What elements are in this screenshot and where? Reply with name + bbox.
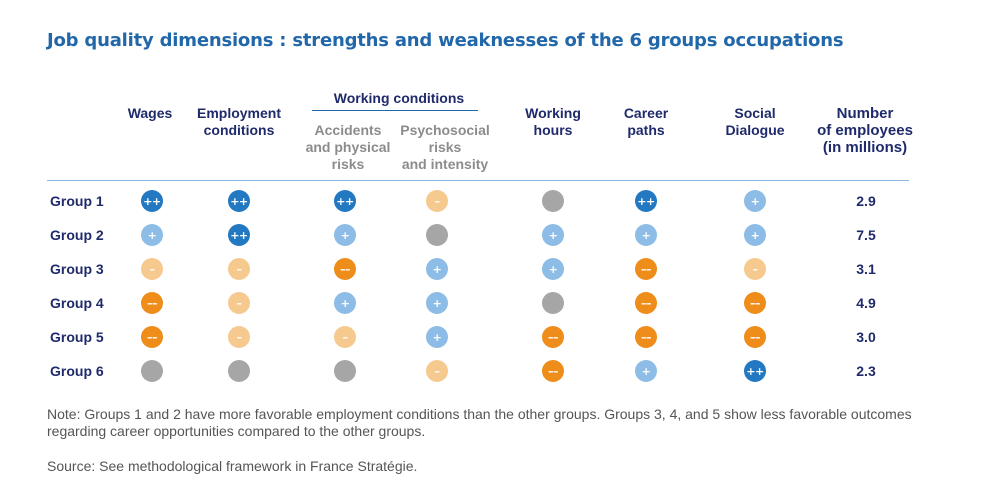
rating-dot-group-6-wages (141, 360, 163, 382)
header-employees-line-2: of employees (817, 122, 913, 139)
header-psychosocial-line-1: Psychosocial (400, 122, 490, 138)
rating-dot-group-1-psychosocial-risks-and-intensity: – (426, 190, 448, 212)
header-wages: Wages (128, 105, 173, 122)
header-career-paths: Career paths (624, 105, 668, 139)
rating-dot-group-4-social-dialogue: –– (744, 292, 766, 314)
row-label-group-6: Group 6 (50, 363, 104, 379)
rating-dot-group-4-career-paths: –– (635, 292, 657, 314)
header-social-dialogue: Social Dialogue (725, 105, 784, 139)
header-divider (47, 180, 909, 181)
rating-dot-group-2-accidents-and-physical-risks: + (334, 224, 356, 246)
rating-dot-group-5-career-paths: –– (635, 326, 657, 348)
row-label-group-3: Group 3 (50, 261, 104, 277)
working-conditions-underline (312, 110, 478, 111)
employees-value-group-2: 7.5 (856, 227, 876, 243)
header-working-hours-line-2: hours (533, 122, 573, 138)
rating-dot-group-5-psychosocial-risks-and-intensity: + (426, 326, 448, 348)
rating-dot-group-5-employment-conditions: – (228, 326, 250, 348)
rating-dot-group-4-accidents-and-physical-risks: + (334, 292, 356, 314)
rating-dot-group-6-social-dialogue: ++ (744, 360, 766, 382)
chart-title: Job quality dimensions : strengths and w… (47, 30, 844, 51)
rating-dot-group-5-accidents-and-physical-risks: – (334, 326, 356, 348)
header-accidents-line-3: risks (331, 156, 365, 172)
rating-dot-group-3-wages: – (141, 258, 163, 280)
header-social-line-1: Social (734, 105, 776, 121)
header-social-line-2: Dialogue (725, 122, 785, 138)
rating-dot-group-2-career-paths: + (635, 224, 657, 246)
header-accidents-physical-risks: Accidents and physical risks (306, 122, 391, 173)
rating-dot-group-5-wages: –– (141, 326, 163, 348)
rating-dot-group-4-psychosocial-risks-and-intensity: + (426, 292, 448, 314)
rating-dot-group-2-social-dialogue: + (744, 224, 766, 246)
rating-dot-group-4-working-hours (542, 292, 564, 314)
row-label-group-5: Group 5 (50, 329, 104, 345)
row-label-group-4: Group 4 (50, 295, 104, 311)
rating-dot-group-2-working-hours: + (542, 224, 564, 246)
rating-dot-group-3-working-hours: + (542, 258, 564, 280)
employees-value-group-5: 3.0 (856, 329, 876, 345)
rating-dot-group-6-accidents-and-physical-risks (334, 360, 356, 382)
header-career-line-1: Career (623, 105, 669, 121)
employees-value-group-4: 4.9 (856, 295, 876, 311)
row-label-group-1: Group 1 (50, 193, 104, 209)
header-working-hours-line-1: Working (525, 105, 581, 121)
rating-dot-group-1-working-hours (542, 190, 564, 212)
header-career-line-2: paths (627, 122, 665, 138)
rating-dot-group-1-career-paths: ++ (635, 190, 657, 212)
rating-dot-group-2-psychosocial-risks-and-intensity (426, 224, 448, 246)
header-employment-line-1: Employment (196, 105, 282, 121)
employees-value-group-3: 3.1 (856, 261, 876, 277)
rating-dot-group-2-employment-conditions: ++ (228, 224, 250, 246)
employees-value-group-1: 2.9 (856, 193, 876, 209)
rating-dot-group-1-accidents-and-physical-risks: ++ (334, 190, 356, 212)
rating-dot-group-6-employment-conditions (228, 360, 250, 382)
header-working-conditions: Working conditions (333, 90, 465, 106)
header-psychosocial-line-3: and intensity (401, 156, 489, 172)
rating-dot-group-6-working-hours: –– (542, 360, 564, 382)
rating-dot-group-3-career-paths: –– (635, 258, 657, 280)
header-psychosocial-risks: Psychosocial risks and intensity (400, 122, 490, 173)
header-number-of-employees: Number of employees (in millions) (817, 105, 913, 156)
rating-dot-group-2-wages: + (141, 224, 163, 246)
rating-dot-group-1-wages: ++ (141, 190, 163, 212)
chart-note: Note: Groups 1 and 2 have more favorable… (47, 406, 912, 439)
employees-value-group-6: 2.3 (856, 363, 876, 379)
header-accidents-line-1: Accidents (314, 122, 382, 138)
header-employment-line-2: conditions (203, 122, 275, 138)
rating-dot-group-6-psychosocial-risks-and-intensity: – (426, 360, 448, 382)
rating-dot-group-3-psychosocial-risks-and-intensity: + (426, 258, 448, 280)
header-wages-label: Wages (127, 105, 173, 121)
header-employees-line-1: Number (836, 105, 894, 122)
rating-dot-group-1-employment-conditions: ++ (228, 190, 250, 212)
row-label-group-2: Group 2 (50, 227, 104, 243)
header-psychosocial-line-2: risks (428, 139, 462, 155)
rating-dot-group-4-wages: –– (141, 292, 163, 314)
rating-dot-group-5-working-hours: –– (542, 326, 564, 348)
chart-source: Source: See methodological framework in … (47, 458, 418, 474)
rating-dot-group-3-social-dialogue: – (744, 258, 766, 280)
rating-dot-group-6-career-paths: + (635, 360, 657, 382)
header-employees-line-3: (in millions) (822, 139, 908, 156)
header-working-hours: Working hours (525, 105, 581, 139)
rating-dot-group-5-social-dialogue: –– (744, 326, 766, 348)
rating-dot-group-3-accidents-and-physical-risks: –– (334, 258, 356, 280)
rating-dot-group-1-social-dialogue: + (744, 190, 766, 212)
rating-dot-group-4-employment-conditions: – (228, 292, 250, 314)
rating-dot-group-3-employment-conditions: – (228, 258, 250, 280)
header-accidents-line-2: and physical (305, 139, 391, 155)
header-employment-conditions: Employment conditions (197, 105, 281, 139)
